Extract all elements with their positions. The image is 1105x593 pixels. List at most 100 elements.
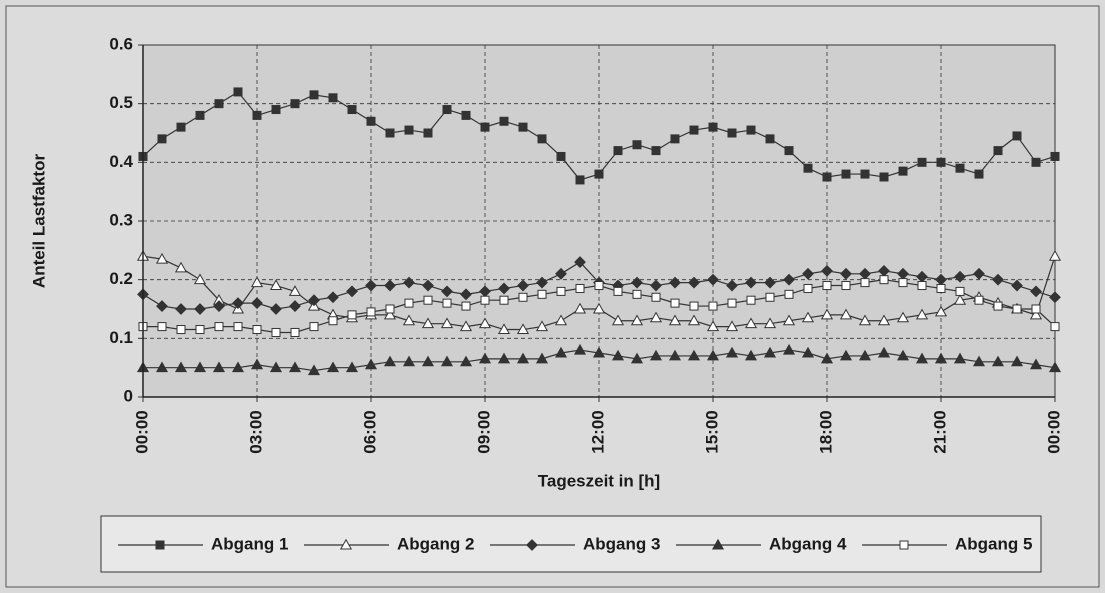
point xyxy=(746,295,756,305)
point xyxy=(1031,304,1041,314)
x-tick-label: 12:00 xyxy=(588,410,607,453)
x-axis-title: Tageszeit in [h] xyxy=(538,471,660,490)
point xyxy=(518,292,528,302)
point xyxy=(214,322,224,332)
point xyxy=(917,157,927,167)
point xyxy=(516,352,530,364)
point xyxy=(820,352,834,364)
point xyxy=(915,352,929,364)
point xyxy=(423,128,433,138)
point xyxy=(1029,358,1043,370)
point xyxy=(537,134,547,144)
point xyxy=(157,134,167,144)
point xyxy=(252,110,262,120)
point xyxy=(689,125,699,135)
point xyxy=(309,90,319,100)
point xyxy=(822,281,832,291)
point xyxy=(231,361,245,373)
point xyxy=(822,172,832,182)
point xyxy=(689,301,699,311)
legend-label: Abgang 5 xyxy=(955,534,1032,553)
point xyxy=(155,361,169,373)
x-tick-label: 00:00 xyxy=(132,410,151,453)
point xyxy=(630,314,644,326)
point xyxy=(1029,308,1043,320)
point xyxy=(727,298,737,308)
legend-label: Abgang 1 xyxy=(211,534,288,553)
x-tick-label: 18:00 xyxy=(816,410,835,453)
point xyxy=(366,307,376,317)
point xyxy=(840,267,852,280)
point xyxy=(327,291,339,304)
point xyxy=(726,279,738,292)
point xyxy=(879,275,889,285)
point xyxy=(250,358,264,370)
point xyxy=(841,169,851,179)
point xyxy=(156,300,168,312)
point xyxy=(499,295,509,305)
point xyxy=(649,311,663,323)
legend-label: Abgang 2 xyxy=(397,534,474,553)
point xyxy=(269,279,283,291)
point xyxy=(707,273,719,286)
point xyxy=(708,301,718,311)
point xyxy=(746,125,756,135)
point xyxy=(993,301,1003,311)
y-tick-label: 0.3 xyxy=(109,210,133,229)
point xyxy=(308,294,320,307)
point xyxy=(421,317,435,329)
point xyxy=(1012,304,1022,314)
point xyxy=(422,279,434,292)
point xyxy=(899,540,909,550)
point xyxy=(556,151,566,161)
point xyxy=(1012,131,1022,141)
point xyxy=(1031,157,1041,167)
point xyxy=(782,343,796,355)
point xyxy=(339,538,353,550)
point xyxy=(972,355,986,367)
point xyxy=(915,308,929,320)
point xyxy=(575,283,585,293)
point xyxy=(896,311,910,323)
y-tick-label: 0.6 xyxy=(109,34,133,53)
legend-label: Abgang 4 xyxy=(769,534,847,553)
point xyxy=(954,270,966,283)
point xyxy=(155,540,165,550)
y-tick-label: 0 xyxy=(124,386,133,405)
point xyxy=(991,355,1005,367)
point xyxy=(441,285,453,298)
point xyxy=(763,317,777,329)
point xyxy=(745,276,757,289)
point xyxy=(554,346,568,358)
point xyxy=(936,283,946,293)
point xyxy=(251,297,263,310)
y-tick-label: 0.5 xyxy=(109,93,133,112)
point xyxy=(917,281,927,291)
point xyxy=(688,276,700,289)
point xyxy=(498,282,510,295)
point xyxy=(421,355,435,367)
point xyxy=(440,317,454,329)
point xyxy=(744,349,758,361)
point xyxy=(651,292,661,302)
point xyxy=(402,355,416,367)
point xyxy=(193,273,207,285)
x-tick-label: 15:00 xyxy=(702,410,721,453)
point xyxy=(668,349,682,361)
x-tick-label: 03:00 xyxy=(246,410,265,453)
point xyxy=(668,314,682,326)
point xyxy=(651,146,661,156)
point xyxy=(784,146,794,156)
point xyxy=(536,276,548,289)
x-tick-label: 00:00 xyxy=(1044,410,1063,453)
point xyxy=(442,105,452,115)
point xyxy=(936,157,946,167)
point xyxy=(365,279,377,292)
point xyxy=(725,320,739,332)
point xyxy=(499,116,509,126)
point xyxy=(174,261,188,273)
point xyxy=(669,276,681,289)
point xyxy=(155,252,169,264)
point xyxy=(271,327,281,337)
